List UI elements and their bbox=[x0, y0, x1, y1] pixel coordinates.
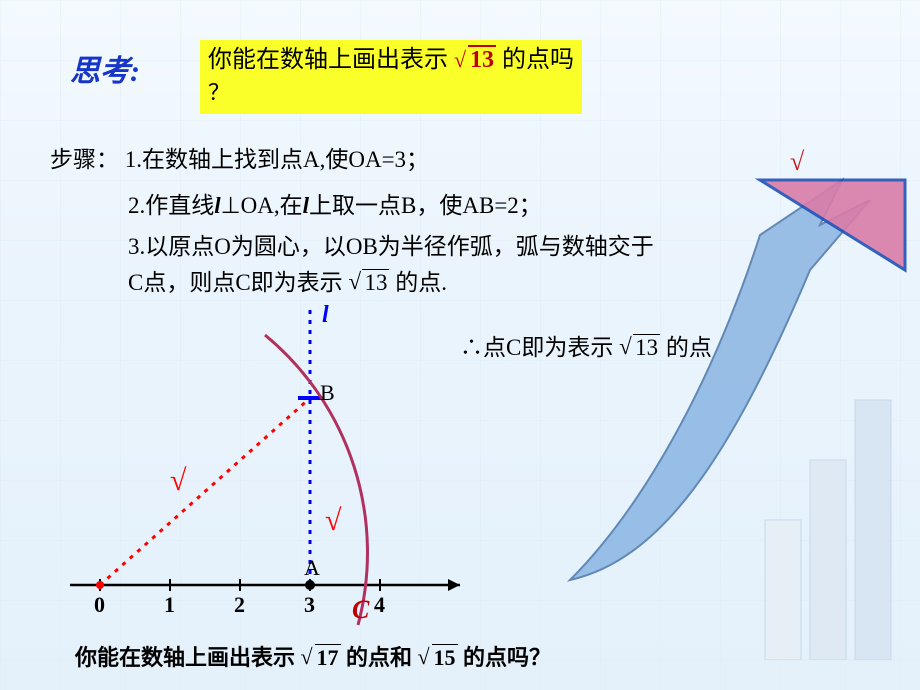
bq-mid: 的点和 bbox=[346, 645, 412, 670]
therefore-root13: 13 bbox=[619, 335, 660, 361]
bq-root17: 17 bbox=[301, 645, 341, 671]
svg-text:√: √ bbox=[790, 147, 805, 176]
axis-num-2: 2 bbox=[234, 592, 245, 617]
steps-label: 步骤： bbox=[50, 147, 119, 172]
arc-ob bbox=[265, 335, 367, 625]
step2-a: 2.作直线 bbox=[128, 193, 214, 218]
line-l-label: l bbox=[322, 302, 329, 328]
step3-c: 的点. bbox=[395, 270, 447, 295]
axis-arrow bbox=[448, 579, 460, 591]
steps-block: 步骤： 1.在数轴上找到点A,使OA=3； 2.作直线l⊥OA,在l上取一点B，… bbox=[50, 138, 694, 303]
step2-b: ⊥OA,在 bbox=[221, 193, 303, 218]
therefore-post: 的点 bbox=[666, 335, 712, 360]
step-row-1: 步骤： 1.在数轴上找到点A,使OA=3； bbox=[50, 138, 654, 182]
step-row-2: 2.作直线l⊥OA,在l上取一点B，使AB=2； bbox=[50, 184, 654, 228]
point-a bbox=[305, 580, 315, 590]
bottom-question: 你能在数轴上画出表示 17 的点和 15 的点吗？ bbox=[75, 640, 551, 672]
point-o bbox=[96, 581, 104, 589]
axis-num-3: 3 bbox=[304, 592, 315, 617]
root-mark-vert: √ bbox=[325, 504, 342, 537]
q-root13: 13 bbox=[454, 47, 496, 73]
step3-b: C点，则点C即为表示 bbox=[128, 270, 343, 295]
bq-post: 的点吗？ bbox=[463, 645, 551, 670]
step3-root13: 13 bbox=[348, 265, 389, 301]
line-ob bbox=[100, 398, 310, 585]
axis-num-4: 4 bbox=[374, 592, 385, 617]
axis-num-0: 0 bbox=[94, 592, 105, 617]
bq-pre: 你能在数轴上画出表示 bbox=[75, 645, 295, 670]
axis-num-1: 1 bbox=[164, 592, 175, 617]
label-b: B bbox=[320, 380, 335, 405]
label-a: A bbox=[304, 555, 320, 580]
number-line-diagram: 0 1 2 3 4 l A B C √ √ bbox=[60, 300, 500, 640]
question-highlight: 你能在数轴上画出表示 13 的点吗 ？ bbox=[200, 40, 582, 114]
root-mark-hyp: √ bbox=[170, 464, 187, 497]
q-post: 的点吗 bbox=[502, 47, 574, 73]
q-mark: ？ bbox=[208, 78, 574, 109]
think-label: 思考: bbox=[70, 46, 140, 90]
step2-c: 上取一点B，使AB=2； bbox=[309, 193, 542, 218]
step-row-3: 3.以原点O为圆心，以OB为半径作弧，弧与数轴交于 C点，则点C即为表示 13 … bbox=[50, 229, 654, 300]
label-c: C bbox=[352, 595, 370, 624]
step3-a: 3.以原点O为圆心，以OB为半径作弧，弧与数轴交于 bbox=[128, 234, 654, 259]
step1-text: 1.在数轴上找到点A,使OA=3； bbox=[125, 147, 429, 172]
bq-root15: 15 bbox=[418, 645, 458, 671]
q-pre: 你能在数轴上画出表示 bbox=[208, 47, 448, 73]
